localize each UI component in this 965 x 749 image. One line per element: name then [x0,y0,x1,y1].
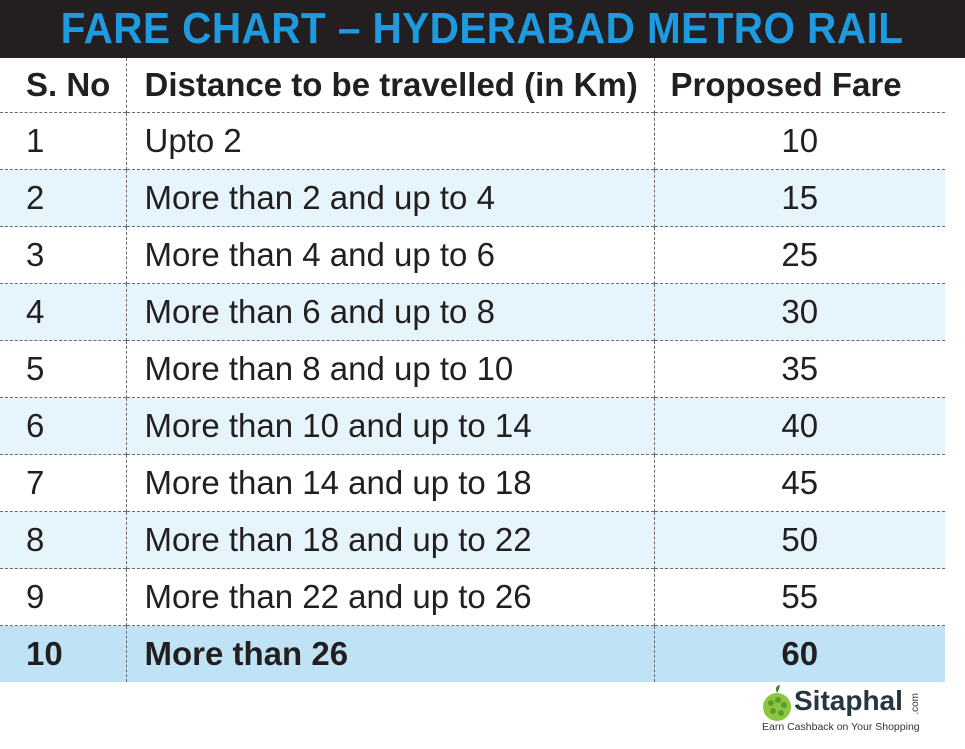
cell-fare: 25 [781,236,819,273]
brand-name: Sitaphal [794,685,903,716]
cell-fare: 55 [781,578,819,615]
cell-sno: 9 [0,568,127,626]
table-row: 6 More than 10 and up to 14 40 [0,397,945,455]
cell-sno: 6 [0,397,127,455]
cell-sno: 2 [0,169,127,227]
table-row: 5 More than 8 and up to 10 35 [0,340,945,398]
cell-fare: 40 [781,407,819,444]
cell-distance: More than 26 [126,625,655,682]
table-row-highlighted: 10 More than 26 60 [0,625,945,682]
cell-fare: 10 [781,122,819,159]
cell-fare: 30 [781,293,819,330]
cell-distance: More than 4 and up to 6 [126,226,655,284]
brand-tagline: Earn Cashback on Your Shopping [762,721,920,733]
cell-distance: More than 6 and up to 8 [126,283,655,341]
cell-sno: 1 [0,112,127,170]
table-row: 9 More than 22 and up to 26 55 [0,568,945,626]
cell-sno: 3 [0,226,127,284]
cell-distance: Upto 2 [126,112,655,170]
table-header-row: S. No Distance to be travelled (in Km) P… [0,58,945,113]
cell-distance: More than 2 and up to 4 [126,169,655,227]
title-bar: FARE CHART – HYDERABAD METRO RAIL [0,0,965,58]
cell-fare: 45 [781,464,819,501]
cell-fare: 50 [781,521,819,558]
cell-sno: 10 [0,625,127,682]
table-row: 8 More than 18 and up to 22 50 [0,511,945,569]
cell-fare: 60 [781,635,819,672]
cell-distance: More than 18 and up to 22 [126,511,655,569]
table-row: 1 Upto 2 10 [0,112,945,170]
cell-distance: More than 22 and up to 26 [126,568,655,626]
brand-logo[interactable]: Sitaphal .com Earn Cashback on Your Shop… [760,683,960,743]
header-distance: Distance to be travelled (in Km) [126,58,655,113]
cell-sno: 7 [0,454,127,512]
table-row: 7 More than 14 and up to 18 45 [0,454,945,512]
cell-distance: More than 14 and up to 18 [126,454,655,512]
cell-distance: More than 8 and up to 10 [126,340,655,398]
custard-apple-icon [763,685,791,721]
cell-sno: 8 [0,511,127,569]
cell-sno: 5 [0,340,127,398]
table-row: 3 More than 4 and up to 6 25 [0,226,945,284]
cell-fare: 15 [781,179,819,216]
fare-table: S. No Distance to be travelled (in Km) P… [0,58,945,682]
header-sno: S. No [0,58,127,113]
cell-sno: 4 [0,283,127,341]
cell-distance: More than 10 and up to 14 [126,397,655,455]
page-title: FARE CHART – HYDERABAD METRO RAIL [61,4,904,53]
cell-fare: 35 [781,350,819,387]
table-row: 4 More than 6 and up to 8 30 [0,283,945,341]
brand-domain-suffix: .com [910,693,921,715]
header-fare: Proposed Fare [654,58,945,113]
table-row: 2 More than 2 and up to 4 15 [0,169,945,227]
